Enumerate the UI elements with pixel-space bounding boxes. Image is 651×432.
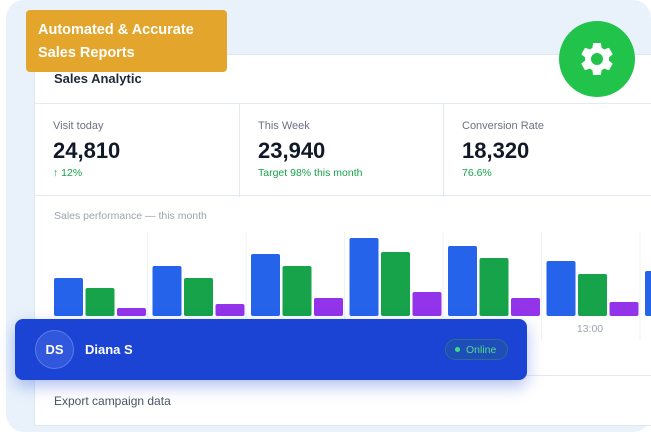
stat-value: 23,940 [258,138,326,163]
stat-change: ↑ 12% [53,167,83,179]
bar-mark [578,274,607,316]
bar-mark [282,266,312,316]
bar-mark [381,252,410,316]
feature-badge: Automated & Accurate Sales Reports [26,10,227,72]
badge-line-2: Sales Reports [38,45,135,61]
bar-mark [314,298,343,316]
stat-this-week: This Week 23,940 Target 98% this month [239,104,443,197]
bar-mark [479,258,509,316]
user-name: Diana S [85,342,133,357]
bar-mark [117,308,146,316]
bar-mark [349,238,379,316]
status-badge: Online [445,339,508,360]
stat-value: 24,810 [53,138,121,163]
stat-label: Visit today [53,120,104,132]
bar-mark [215,304,245,316]
stats-row: Visit today 24,810 ↑ 12% This Week 23,94… [35,103,651,197]
settings-button[interactable] [559,21,635,97]
bar-mark [645,271,651,316]
bar-mark [609,302,639,316]
avatar: DS [35,330,74,369]
bar-mark [184,278,213,316]
stat-conversion-rate: Conversion Rate 18,320 76.6% [443,104,651,197]
stat-visit-today: Visit today 24,810 ↑ 12% [35,104,239,197]
stat-value: 18,320 [462,138,530,163]
stat-change: Target 98% this month [258,167,363,179]
stat-label: This Week [258,120,310,132]
chart-title: Sales performance — this month [54,210,207,222]
gear-icon [581,42,613,75]
bar-mark [251,254,280,316]
badge-line-1: Automated & Accurate [38,22,194,38]
bar-mark [85,288,115,316]
stat-change: 76.6% [462,167,492,179]
stat-label: Conversion Rate [462,120,544,132]
bar-mark [152,266,182,316]
user-status-bar[interactable]: DS Diana S Online [15,319,527,380]
bar-mark [412,292,442,316]
x-tick-label: 13:00 [577,323,603,335]
export-campaign-link[interactable]: Export campaign data [54,394,171,408]
bar-mark [54,278,83,316]
bar-mark [511,298,540,316]
online-dot-icon [455,347,460,352]
bar-mark [448,246,477,316]
status-label: Online [466,343,497,356]
card-title: Sales Analytic [54,71,142,86]
bar-mark [546,261,576,316]
